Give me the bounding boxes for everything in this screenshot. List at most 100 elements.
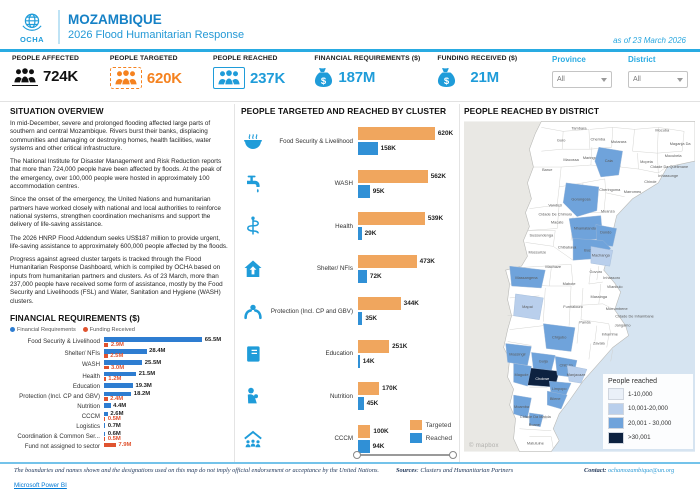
funding-value-label: 0.5M [107, 436, 121, 443]
district-map[interactable]: Tambara Guro Chemba Mutarara Mocuba Maganja D… [464, 120, 696, 453]
funding-bar[interactable] [104, 437, 106, 441]
reached-bar[interactable] [358, 227, 362, 241]
district-shape-machanga[interactable] [590, 246, 613, 267]
requirements-bar[interactable] [104, 337, 203, 343]
map-legend-title: People reached [608, 378, 658, 385]
reached-bar[interactable] [358, 397, 364, 411]
district-filter: District All [627, 55, 688, 89]
nutrition-icon [241, 386, 265, 406]
district-label: Tambara [571, 126, 587, 130]
targeted-bar[interactable] [358, 339, 390, 353]
slider-track[interactable] [356, 454, 454, 456]
district-label: Buzi [584, 248, 592, 252]
targeted-bar[interactable] [358, 212, 425, 226]
targeted-bar[interactable] [358, 382, 380, 396]
targeted-value-label: 170K [382, 385, 398, 393]
map-legend-swatch [608, 402, 624, 415]
powerbi-link[interactable]: Microsoft Power BI [14, 482, 67, 489]
district-select[interactable]: All [627, 71, 688, 88]
requirements-bar[interactable] [104, 431, 106, 437]
requirements-bar[interactable] [104, 403, 111, 408]
slider-handle-right[interactable] [449, 451, 457, 459]
requirements-bar[interactable] [104, 423, 106, 428]
requirements-value-label: 2.6M [110, 411, 124, 418]
legend-item[interactable]: Funding Received [82, 327, 135, 333]
funding-bar[interactable] [104, 342, 109, 347]
district-label: Funhalouro [563, 305, 583, 309]
financial-category-label: Logistics [76, 422, 100, 430]
financial-category-label: Nutrition [77, 402, 100, 410]
requirements-bar[interactable] [104, 391, 132, 397]
financial-category-label: Health [82, 372, 100, 380]
funding-value-label: 2.9M [110, 341, 124, 348]
targeted-bar[interactable] [358, 254, 417, 268]
legend-item[interactable]: Financial Requirements [10, 327, 76, 333]
funding-bar[interactable] [104, 377, 106, 381]
reached-bar[interactable] [358, 269, 367, 283]
funding-bar[interactable] [104, 417, 106, 421]
requirements-bar[interactable] [104, 411, 108, 417]
funding-bar[interactable] [104, 443, 116, 448]
people-reached-icon [213, 67, 246, 89]
district-shape-massangena[interactable] [509, 265, 546, 289]
funding-bar[interactable] [104, 397, 108, 401]
district-label: Mapai [522, 305, 533, 309]
map-legend-item[interactable]: 1-10,000 [608, 388, 688, 400]
district-shape-magude[interactable] [513, 363, 532, 387]
chevron-down-icon [676, 77, 683, 82]
district-shape-moamba[interactable] [513, 394, 532, 419]
contact-email-link[interactable]: ochamozambique@un.org [607, 467, 675, 474]
district-label: Guija [539, 359, 549, 363]
map-legend-item[interactable]: 10,001-20,000 [608, 402, 688, 415]
map-legend-item[interactable]: 20,001 - 30,000 [608, 417, 688, 429]
district-shape-mapai[interactable] [513, 293, 544, 320]
reached-bar[interactable] [358, 439, 370, 453]
legend-item[interactable]: Reached [409, 433, 452, 443]
requirements-bar[interactable] [104, 371, 137, 377]
district-label: Nhamatanda [574, 226, 597, 230]
district-shape-bilene[interactable] [547, 390, 568, 410]
province-selected-value: All [556, 76, 565, 83]
slider-handle-left[interactable] [353, 451, 361, 459]
map-attribution[interactable]: © mapbox [469, 443, 499, 449]
funding-bar[interactable] [104, 354, 108, 358]
district-shape-chigubo[interactable] [543, 323, 576, 352]
district-label: Sussundenga [530, 233, 554, 237]
funding-bar[interactable] [104, 365, 109, 370]
requirements-bar[interactable] [104, 383, 133, 388]
district-label: Inhassunge [658, 174, 678, 178]
province-select[interactable]: All [551, 71, 612, 88]
chart-range-slider[interactable] [353, 451, 457, 459]
food-icon [241, 131, 265, 151]
district-label: Massingir [509, 352, 526, 356]
targeted-bar[interactable] [358, 424, 371, 438]
targeted-bar[interactable] [358, 127, 435, 141]
reached-bar[interactable] [358, 354, 360, 368]
targeted-bar[interactable] [358, 297, 401, 311]
requirements-value-label: 65.5M [204, 336, 222, 343]
map-legend-item[interactable]: >30,001 [608, 431, 688, 444]
district-shape-cidade-da-matola[interactable] [529, 412, 544, 428]
map-disclaimer: The boundaries and names shown and the d… [14, 467, 380, 474]
requirements-bar[interactable] [104, 360, 143, 365]
district-label: Cidade De Inhambane [615, 315, 654, 319]
reached-bar[interactable] [358, 312, 363, 326]
reached-bar[interactable] [358, 142, 378, 156]
district-shape-caia[interactable] [594, 146, 623, 178]
page-title: MOZAMBIQUE [68, 11, 162, 27]
footer: The boundaries and names shown and the d… [14, 467, 690, 492]
cluster-category-label: WASH [334, 180, 353, 188]
district-shape-gorongosa[interactable] [562, 182, 600, 217]
contact-note: Contact: ochamozambique@un.org [564, 467, 690, 492]
district-label: Zavala [593, 341, 605, 345]
legend-item[interactable]: Targeted [409, 420, 452, 430]
requirements-bar[interactable] [104, 348, 147, 354]
district-shape-manjacaze[interactable] [566, 365, 588, 384]
protection-icon [241, 301, 265, 321]
district-shape-massingir[interactable] [505, 343, 532, 366]
kpi-funding-received: FUNDING RECEIVED ($) $ 21M [437, 55, 518, 88]
district-label: Morrumbene [606, 307, 628, 311]
people-targeted-icon [109, 67, 142, 89]
targeted-bar[interactable] [358, 169, 428, 183]
reached-bar[interactable] [358, 184, 370, 198]
